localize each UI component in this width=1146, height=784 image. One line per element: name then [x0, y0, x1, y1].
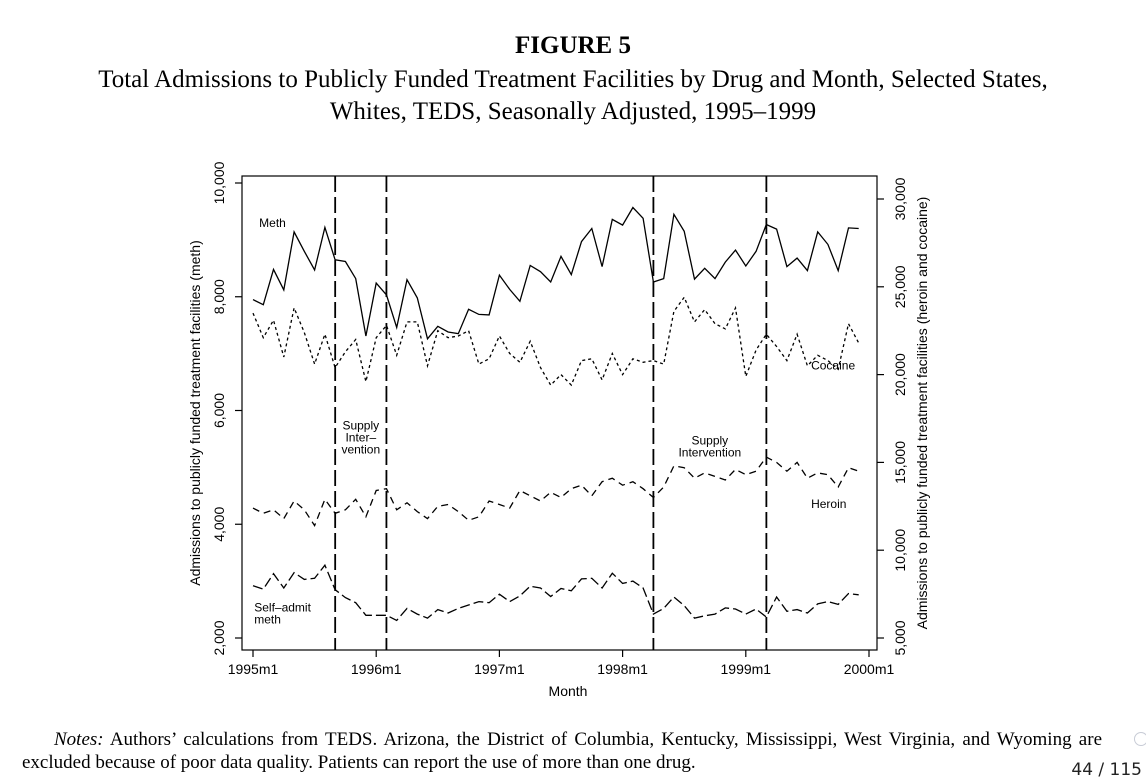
x-tick-label: 1997m1 — [474, 661, 525, 677]
intervention-label: Supply — [342, 418, 379, 432]
y-left-tick-label: 10,000 — [211, 161, 227, 204]
y-left-tick-label: 6,000 — [211, 393, 227, 428]
series-line-meth — [252, 206, 859, 341]
x-tick-label: 1998m1 — [597, 661, 648, 677]
y-left-tick-label: 4,000 — [211, 507, 227, 542]
series-line-self-admit-meth — [252, 563, 859, 622]
series-line-cocaine — [252, 295, 860, 387]
x-axis-title: Month — [549, 683, 588, 699]
x-tick-label: 1999m1 — [721, 661, 772, 677]
title-line-1: Total Admissions to Publicly Funded Trea… — [98, 66, 1048, 93]
intervention-label: vention — [341, 442, 380, 456]
x-tick-label: 1996m1 — [351, 661, 402, 677]
notes-label: Notes: — [54, 729, 104, 750]
figure-heading: FIGURE 5 — [515, 32, 631, 59]
intervention-label: Intervention — [678, 446, 741, 460]
series-line-heroin — [252, 456, 859, 528]
figure-title: Total Admissions to Publicly Funded Trea… — [20, 64, 1126, 128]
series-label: meth — [254, 612, 281, 626]
y-right-tick-label: 20,000 — [892, 353, 908, 396]
y-left-tick-label: 8,000 — [211, 279, 227, 314]
title-line-2: Whites, TEDS, Seasonally Adjusted, 1995–… — [329, 98, 817, 125]
x-tick-label: 1995m1 — [228, 661, 279, 677]
plot-frame — [241, 175, 878, 651]
intervention-label: Inter– — [345, 430, 376, 444]
intervention-label: Supply — [691, 434, 728, 448]
y-right-tick-label: 5,000 — [892, 620, 908, 655]
y-right-axis-title: Admissions to publicly funded treatment … — [914, 197, 930, 630]
y-left-axis-title: Admissions to publicly funded treatment … — [187, 240, 203, 585]
y-right-tick-label: 30,000 — [892, 177, 908, 220]
x-tick-label: 2000m1 — [844, 661, 895, 677]
y-left-tick-label: 2,000 — [211, 620, 227, 655]
y-right-tick-label: 15,000 — [892, 441, 908, 484]
series-label: Cocaine — [811, 358, 855, 372]
y-right-tick-label: 25,000 — [892, 265, 908, 308]
series-label: Meth — [259, 216, 286, 230]
notes: Notes: Authors’ calculations from TEDS. … — [22, 728, 1102, 774]
y-right-tick-label: 10,000 — [892, 529, 908, 572]
series-label: Heroin — [811, 497, 846, 511]
page-counter: 44 / 115 — [1071, 760, 1142, 780]
nav-circle-icon[interactable] — [1134, 732, 1146, 746]
notes-text: Authors’ calculations from TEDS. Arizona… — [22, 729, 1103, 773]
series-label: Self–admit — [254, 600, 311, 614]
